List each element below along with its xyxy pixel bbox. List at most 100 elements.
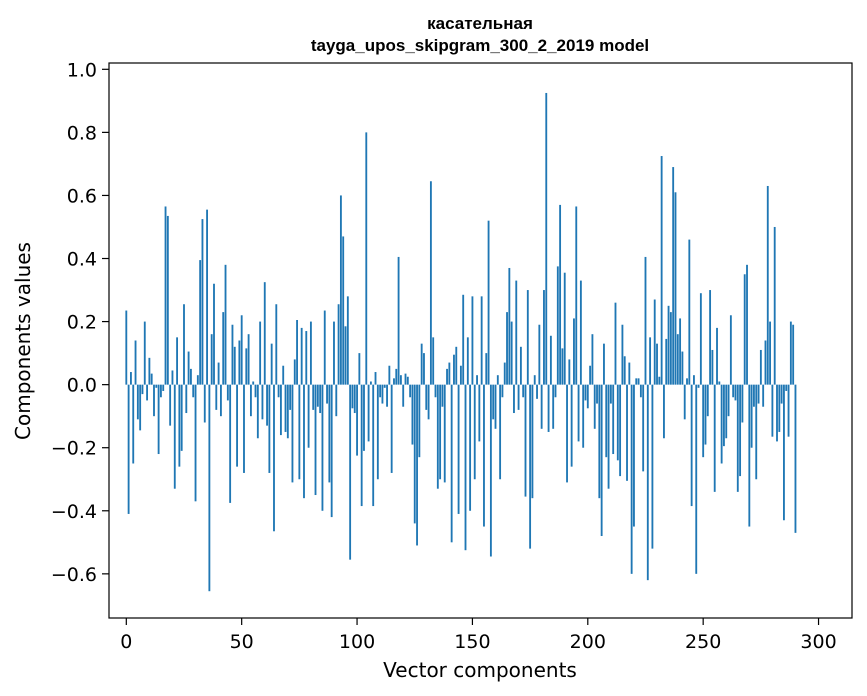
bar [480, 296, 483, 385]
bar [296, 320, 298, 385]
bar [236, 384, 238, 467]
bar [379, 384, 382, 398]
bar [605, 384, 608, 458]
bar [328, 384, 331, 483]
bar [609, 384, 612, 404]
bar [693, 375, 695, 385]
bar [487, 220, 490, 385]
bar [339, 195, 342, 385]
bar [616, 384, 619, 461]
bar [166, 215, 169, 385]
bar [453, 354, 455, 385]
bar [732, 384, 735, 398]
bar [651, 384, 654, 549]
bar [323, 310, 326, 385]
bar [418, 384, 421, 458]
bar [596, 384, 598, 404]
bar [416, 384, 418, 546]
bar [353, 384, 356, 414]
bar [333, 321, 335, 385]
bar [270, 343, 273, 385]
bar [224, 264, 227, 385]
bar [201, 219, 204, 385]
bar [210, 334, 213, 385]
bar [229, 384, 232, 503]
bar [150, 373, 153, 385]
bar [189, 368, 192, 385]
x-tick-label: 50 [230, 631, 254, 653]
bar [667, 305, 670, 385]
bar [568, 359, 571, 385]
x-tick-label: 0 [120, 631, 132, 653]
bar [586, 384, 589, 409]
bar [256, 384, 259, 439]
bar [196, 375, 199, 385]
bar [579, 280, 582, 385]
bar [157, 384, 160, 455]
x-axis-label: Vector components [383, 658, 577, 682]
bar [300, 327, 303, 385]
bar [637, 378, 640, 385]
bar [279, 384, 282, 436]
bar [704, 384, 707, 445]
bar [243, 384, 245, 473]
bar [127, 384, 130, 514]
bar [713, 384, 716, 492]
bar [526, 290, 529, 385]
bar [261, 384, 264, 420]
bar [471, 296, 474, 385]
bar [155, 384, 158, 388]
bar [524, 384, 527, 497]
x-tick-label: 200 [570, 631, 606, 653]
bar [674, 192, 677, 385]
bar [298, 384, 301, 480]
bar [356, 384, 358, 456]
bar [536, 384, 538, 399]
bar [409, 384, 412, 398]
y-tick-label: −0.4 [51, 501, 97, 523]
bar [716, 327, 718, 385]
bar [206, 209, 208, 385]
bar [321, 384, 324, 511]
bar [446, 368, 448, 385]
bar [711, 349, 714, 385]
bar [162, 384, 165, 391]
bar [681, 351, 684, 385]
bar [367, 384, 370, 442]
bar [519, 346, 522, 385]
bar [222, 312, 225, 385]
bar [621, 324, 624, 385]
bar [443, 384, 446, 483]
bar [676, 334, 679, 385]
x-axis-ticks: 0 50 100 150 200 250 300 [120, 618, 837, 653]
bar [217, 362, 220, 385]
bar [455, 346, 458, 385]
bar [173, 384, 176, 489]
bar [406, 376, 409, 385]
bar [360, 384, 363, 507]
bar [598, 384, 601, 499]
bar [778, 384, 781, 432]
y-tick-label: 0.6 [67, 185, 97, 207]
bar [556, 266, 559, 385]
bar [254, 384, 257, 398]
bar [342, 236, 345, 385]
bar [623, 356, 626, 385]
bar [441, 384, 444, 407]
bar [755, 384, 758, 480]
bar [789, 321, 792, 385]
bar [289, 384, 292, 410]
bar [466, 337, 469, 385]
bar [773, 226, 776, 385]
bar [780, 384, 783, 404]
bar [508, 267, 511, 385]
bar [688, 239, 691, 385]
bar [268, 384, 271, 473]
bar [753, 384, 755, 407]
bar [178, 384, 181, 467]
bar [561, 348, 564, 385]
bar [630, 384, 633, 574]
bar [176, 337, 178, 385]
bar [349, 384, 352, 560]
bar [226, 384, 229, 401]
